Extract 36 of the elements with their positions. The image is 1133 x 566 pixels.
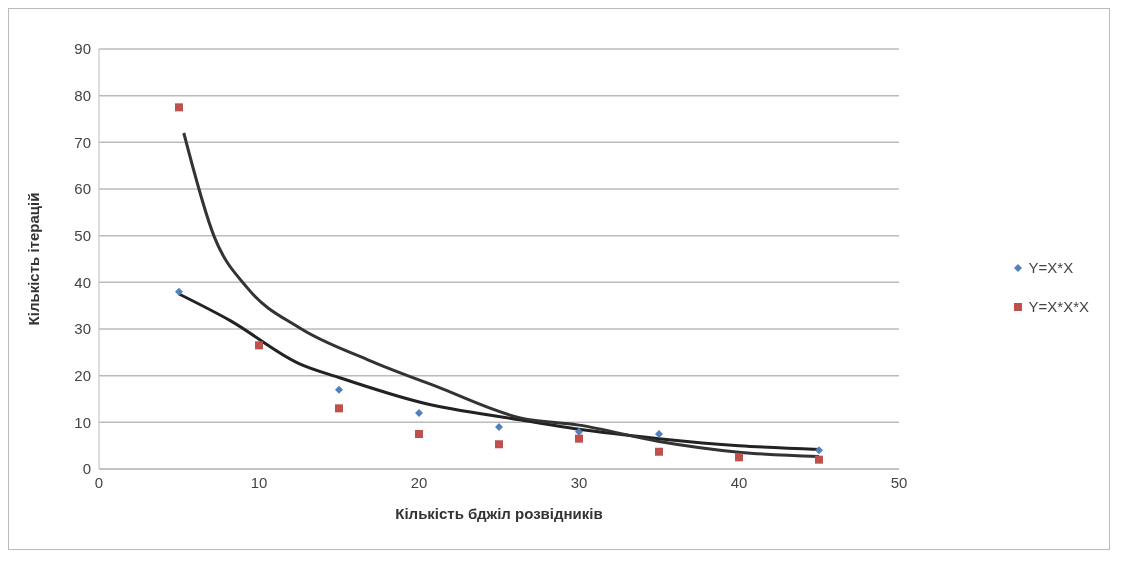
y-tick-label: 70 — [74, 133, 91, 151]
y-tick-label: 40 — [74, 273, 91, 291]
x-axis-title: Кількість бджіл розвідників — [395, 505, 603, 522]
y-tick-label: 80 — [74, 86, 91, 104]
point — [175, 287, 183, 296]
y-tick-label: 60 — [74, 180, 91, 198]
y-tick-label: 0 — [82, 460, 91, 478]
x-tick-label: 20 — [410, 473, 428, 491]
point — [735, 453, 743, 462]
x-tick-label: 10 — [250, 473, 268, 491]
point — [575, 427, 583, 436]
point — [655, 430, 663, 438]
point — [255, 341, 263, 350]
point — [495, 423, 503, 431]
point — [335, 385, 343, 394]
y-tick-label: 10 — [74, 413, 91, 431]
y-tick-label: 30 — [74, 320, 91, 338]
point — [575, 434, 583, 443]
x-tick-label: 40 — [730, 473, 748, 491]
point — [335, 404, 343, 413]
point — [655, 447, 663, 456]
y-tick-label: 90 — [74, 40, 91, 58]
y-tick-label: 50 — [74, 226, 91, 244]
point — [495, 440, 503, 449]
point — [815, 446, 823, 455]
y-axis-title: Кількість ітерацій — [25, 192, 43, 326]
point — [415, 430, 423, 438]
point — [175, 103, 183, 112]
legend-label: Y=X*X — [1028, 259, 1074, 276]
point — [815, 455, 823, 464]
x-tick-label: 30 — [570, 473, 588, 491]
y-tick-label: 20 — [74, 366, 91, 384]
x-tick-label: 50 — [890, 473, 908, 491]
legend-label: Y=X*X*X — [1028, 298, 1089, 315]
x-tick-label: 0 — [94, 473, 104, 491]
point — [415, 409, 423, 417]
